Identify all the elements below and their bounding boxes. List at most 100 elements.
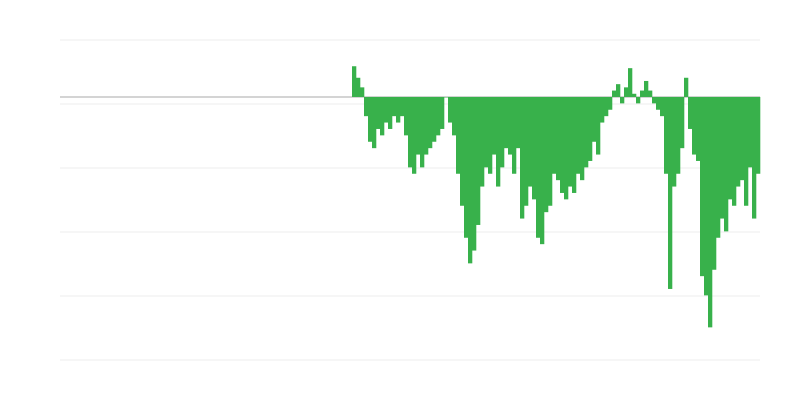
bar	[632, 93, 637, 97]
bar	[360, 87, 365, 97]
bar	[432, 96, 437, 142]
bar	[376, 96, 381, 129]
bar	[460, 96, 465, 206]
bar	[664, 96, 669, 174]
bar	[576, 96, 581, 174]
bar	[716, 96, 721, 238]
bar	[620, 96, 625, 104]
bar	[364, 96, 369, 117]
bar	[420, 96, 425, 168]
bar	[476, 96, 481, 225]
bar	[588, 96, 593, 161]
bar	[740, 96, 745, 181]
bar	[608, 96, 613, 110]
bar	[724, 96, 729, 232]
bar	[352, 66, 357, 97]
bar	[648, 90, 653, 97]
bar	[484, 96, 489, 168]
bar	[600, 96, 605, 123]
bar	[584, 96, 589, 168]
bar	[732, 96, 737, 206]
bar	[396, 96, 401, 123]
bar	[424, 96, 429, 155]
bar	[660, 96, 665, 117]
bar	[696, 96, 701, 161]
bar	[428, 96, 433, 149]
bar	[676, 96, 681, 174]
bar	[668, 96, 673, 289]
bar	[672, 96, 677, 187]
bar	[556, 96, 561, 181]
bar	[560, 96, 565, 193]
bar	[568, 96, 573, 187]
gridlines	[60, 39, 760, 361]
bar	[472, 96, 477, 251]
bar	[400, 96, 405, 117]
bar	[684, 77, 689, 97]
bar	[572, 96, 577, 193]
bar	[408, 96, 413, 168]
bar	[356, 77, 361, 97]
bar	[700, 96, 705, 277]
bar	[624, 87, 629, 97]
bar	[520, 96, 525, 219]
bar	[756, 96, 761, 174]
bar	[744, 96, 749, 206]
bar	[704, 96, 709, 296]
bar	[552, 96, 557, 174]
bar	[528, 96, 533, 187]
bar	[720, 96, 725, 219]
bar	[436, 96, 441, 136]
bar	[680, 96, 685, 149]
bar	[464, 96, 469, 238]
bar	[544, 96, 549, 213]
bar	[628, 68, 633, 97]
bar	[508, 96, 513, 155]
bar	[404, 96, 409, 136]
bar	[368, 96, 373, 142]
bar	[688, 96, 693, 129]
bar	[380, 96, 385, 136]
bar	[644, 80, 649, 97]
bar	[444, 96, 449, 98]
bar	[692, 96, 697, 155]
bar	[532, 96, 537, 200]
bar	[512, 96, 517, 174]
bar	[452, 96, 457, 136]
bar	[652, 96, 657, 104]
bar	[372, 96, 377, 149]
bar	[480, 96, 485, 187]
bar	[440, 96, 445, 129]
bar	[448, 96, 453, 123]
bar	[748, 96, 753, 168]
bar	[616, 84, 621, 97]
bar	[468, 96, 473, 264]
bar	[416, 96, 421, 155]
bar	[392, 96, 397, 117]
bar	[640, 90, 645, 97]
bar	[524, 96, 529, 206]
bar	[580, 96, 585, 181]
bar	[728, 96, 733, 200]
bar	[712, 96, 717, 270]
bars	[352, 66, 761, 328]
bar	[500, 96, 505, 168]
bar	[592, 96, 597, 142]
bar	[596, 96, 601, 155]
bar	[540, 96, 545, 245]
bar	[564, 96, 569, 200]
bar	[496, 96, 501, 187]
bar	[412, 96, 417, 174]
bar	[536, 96, 541, 238]
bar	[612, 90, 617, 97]
bar	[708, 96, 713, 328]
bar	[752, 96, 757, 219]
bar	[388, 96, 393, 129]
bar	[516, 96, 521, 149]
bar	[456, 96, 461, 174]
bar	[548, 96, 553, 206]
bar	[504, 96, 509, 149]
bar	[636, 96, 641, 104]
bar	[384, 96, 389, 123]
